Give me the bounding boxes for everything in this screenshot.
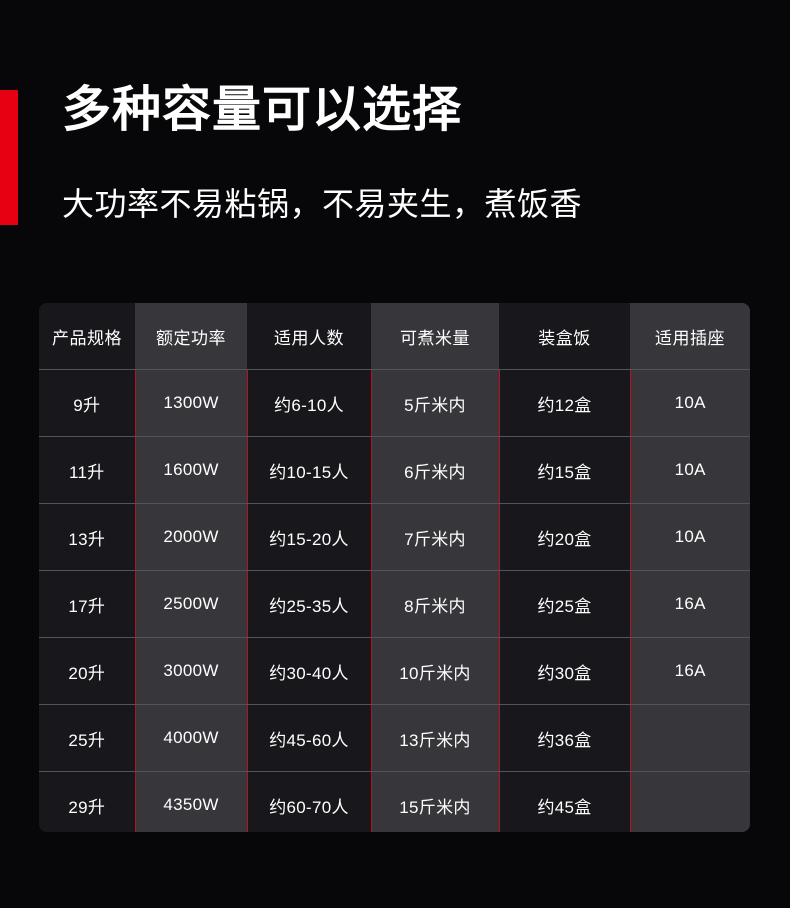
cell-people-count: 约15-20人 xyxy=(247,503,372,571)
spec-table-header: 产品规格 额定功率 适用人数 可煮米量 装盒饭 适用插座 xyxy=(39,303,750,370)
cell-rice-capacity: 13斤米内 xyxy=(371,704,500,772)
cell-rice-capacity: 7斤米内 xyxy=(371,503,500,571)
spec-table-container: 产品规格 额定功率 适用人数 可煮米量 装盒饭 适用插座 9升 1300W 约6… xyxy=(39,303,750,832)
column-header-rice-capacity: 可煮米量 xyxy=(371,303,499,370)
cell-lunchbox-count: 约15盒 xyxy=(499,436,631,504)
table-row: 11升 1600W 约10-15人 6斤米内 约15盒 10A xyxy=(39,436,750,504)
cell-product-spec: 13升 xyxy=(39,503,136,571)
cell-people-count: 约45-60人 xyxy=(247,704,372,772)
table-row: 29升 4350W 约60-70人 15斤米内 约45盒 xyxy=(39,771,750,832)
header-block: 多种容量可以选择 大功率不易粘锅，不易夹生，煮饭香 xyxy=(0,0,790,280)
spec-table-body: 9升 1300W 约6-10人 5斤米内 约12盒 10A 11升 1600W … xyxy=(39,369,750,832)
table-header-row: 产品规格 额定功率 适用人数 可煮米量 装盒饭 适用插座 xyxy=(39,303,750,370)
cell-rice-capacity: 6斤米内 xyxy=(371,436,500,504)
cell-rice-capacity: 10斤米内 xyxy=(371,637,500,705)
table-row: 13升 2000W 约15-20人 7斤米内 约20盒 10A xyxy=(39,503,750,571)
cell-socket-type xyxy=(630,771,750,832)
cell-rated-power: 4350W xyxy=(135,771,248,832)
cell-people-count: 约6-10人 xyxy=(247,369,372,437)
column-header-people-count: 适用人数 xyxy=(247,303,371,370)
page-title: 多种容量可以选择 xyxy=(62,83,463,137)
cell-socket-type: 10A xyxy=(630,503,750,571)
table-row: 9升 1300W 约6-10人 5斤米内 约12盒 10A xyxy=(39,369,750,437)
cell-people-count: 约30-40人 xyxy=(247,637,372,705)
table-row: 17升 2500W 约25-35人 8斤米内 约25盒 16A xyxy=(39,570,750,638)
spec-table: 产品规格 额定功率 适用人数 可煮米量 装盒饭 适用插座 9升 1300W 约6… xyxy=(39,303,750,832)
red-accent-bar xyxy=(0,90,18,225)
cell-lunchbox-count: 约45盒 xyxy=(499,771,631,832)
cell-product-spec: 11升 xyxy=(39,436,136,504)
table-row: 20升 3000W 约30-40人 10斤米内 约30盒 16A xyxy=(39,637,750,705)
cell-rated-power: 3000W xyxy=(135,637,248,705)
cell-lunchbox-count: 约25盒 xyxy=(499,570,631,638)
cell-socket-type: 16A xyxy=(630,637,750,705)
cell-product-spec: 9升 xyxy=(39,369,136,437)
cell-socket-type xyxy=(630,704,750,772)
cell-rated-power: 1600W xyxy=(135,436,248,504)
cell-socket-type: 10A xyxy=(630,369,750,437)
cell-product-spec: 20升 xyxy=(39,637,136,705)
page-subtitle: 大功率不易粘锅，不易夹生，煮饭香 xyxy=(62,186,583,222)
cell-lunchbox-count: 约36盒 xyxy=(499,704,631,772)
cell-rated-power: 2000W xyxy=(135,503,248,571)
cell-product-spec: 29升 xyxy=(39,771,136,832)
cell-rice-capacity: 5斤米内 xyxy=(371,369,500,437)
cell-rated-power: 1300W xyxy=(135,369,248,437)
cell-rated-power: 4000W xyxy=(135,704,248,772)
table-row: 25升 4000W 约45-60人 13斤米内 约36盒 xyxy=(39,704,750,772)
cell-people-count: 约10-15人 xyxy=(247,436,372,504)
cell-rice-capacity: 8斤米内 xyxy=(371,570,500,638)
column-header-socket-type: 适用插座 xyxy=(630,303,750,370)
cell-lunchbox-count: 约20盒 xyxy=(499,503,631,571)
cell-socket-type: 10A xyxy=(630,436,750,504)
cell-people-count: 约25-35人 xyxy=(247,570,372,638)
cell-product-spec: 25升 xyxy=(39,704,136,772)
column-header-rated-power: 额定功率 xyxy=(135,303,247,370)
cell-product-spec: 17升 xyxy=(39,570,136,638)
column-header-product-spec: 产品规格 xyxy=(39,303,135,370)
cell-socket-type: 16A xyxy=(630,570,750,638)
cell-lunchbox-count: 约30盒 xyxy=(499,637,631,705)
column-header-lunchbox-count: 装盒饭 xyxy=(499,303,630,370)
cell-people-count: 约60-70人 xyxy=(247,771,372,832)
cell-rated-power: 2500W xyxy=(135,570,248,638)
cell-lunchbox-count: 约12盒 xyxy=(499,369,631,437)
cell-rice-capacity: 15斤米内 xyxy=(371,771,500,832)
